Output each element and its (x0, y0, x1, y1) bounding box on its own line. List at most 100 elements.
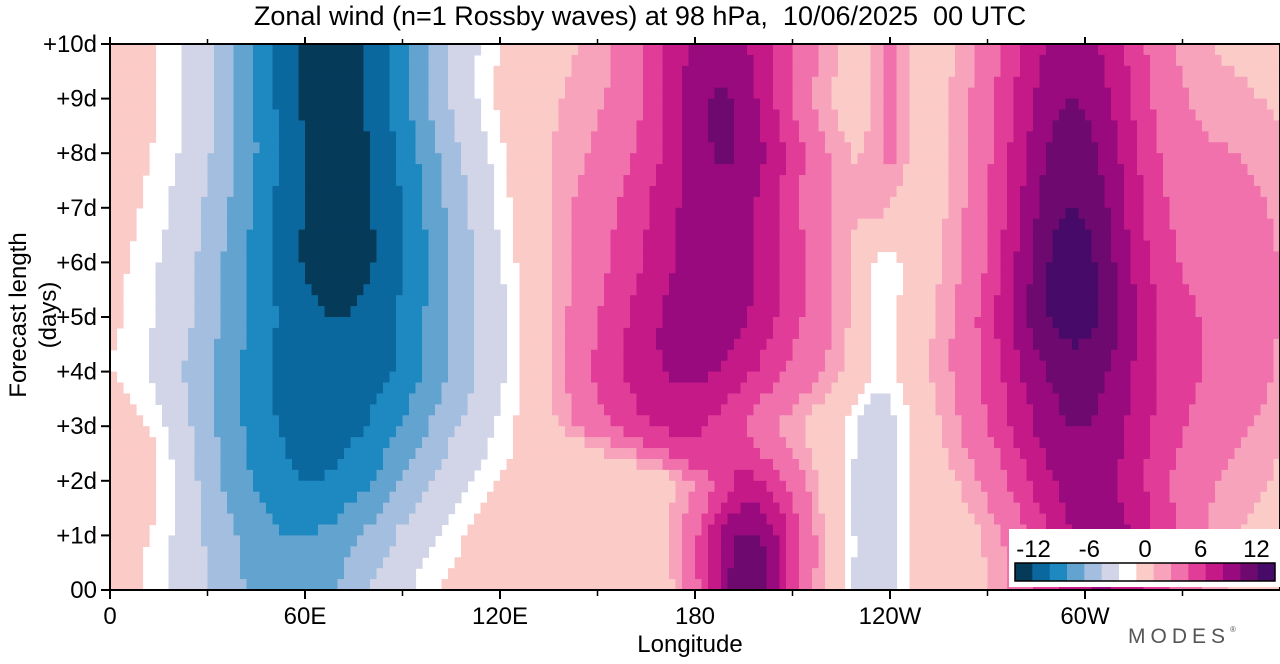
field-cell (539, 240, 547, 253)
field-cell (344, 262, 352, 274)
field-cell (734, 240, 742, 253)
field-cell (1156, 175, 1164, 187)
field-cell (1215, 317, 1223, 329)
field-cell (1208, 98, 1216, 111)
field-cell (877, 240, 885, 253)
field-cell (578, 54, 586, 67)
field-cell (448, 175, 456, 187)
field-cell (194, 98, 202, 111)
field-cell (1104, 218, 1112, 231)
field-cell (409, 98, 417, 111)
field-cell (383, 229, 391, 242)
field-cell (714, 251, 722, 263)
field-cell (961, 109, 969, 122)
field-cell (519, 338, 527, 351)
field-cell (701, 229, 709, 242)
field-cell (1026, 262, 1034, 274)
field-cell (929, 142, 937, 154)
field-cell (1000, 109, 1008, 122)
field-cell (454, 317, 462, 329)
field-cell (818, 98, 826, 111)
field-cell (181, 327, 189, 340)
field-cell (467, 44, 475, 56)
field-cell (610, 262, 618, 274)
field-cell (1228, 262, 1236, 274)
field-cell (337, 120, 345, 132)
field-cell (1098, 349, 1106, 362)
field-cell (844, 65, 852, 78)
field-cell (675, 284, 683, 296)
field-cell (1104, 338, 1112, 351)
field-cell (968, 295, 976, 307)
field-cell (454, 262, 462, 274)
field-cell (428, 131, 436, 143)
field-cell (240, 196, 248, 209)
field-cell (506, 65, 514, 78)
field-cell (1234, 87, 1242, 100)
field-cell (370, 349, 378, 362)
field-cell (929, 218, 937, 231)
field-cell (1156, 185, 1164, 198)
field-cell (1072, 65, 1080, 78)
field-cell (285, 295, 293, 307)
field-cell (363, 98, 371, 111)
field-cell (188, 120, 196, 132)
field-cell (1039, 109, 1047, 122)
field-cell (279, 251, 287, 263)
field-cell (786, 306, 794, 318)
field-cell (1098, 240, 1106, 253)
field-cell (942, 65, 950, 78)
field-cell (188, 218, 196, 231)
field-cell (298, 120, 306, 132)
field-cell (643, 164, 651, 176)
field-cell (942, 175, 950, 187)
field-cell (1137, 317, 1145, 329)
field-cell (649, 153, 657, 165)
field-cell (1130, 240, 1138, 253)
field-cell (669, 251, 677, 263)
field-cell (552, 120, 560, 132)
field-cell (220, 142, 228, 154)
field-cell (311, 44, 319, 56)
field-cell (909, 295, 917, 307)
field-cell (721, 153, 729, 165)
field-cell (402, 65, 410, 78)
field-cell (877, 185, 885, 198)
field-cell (779, 338, 787, 351)
field-cell (1195, 98, 1203, 111)
field-cell (922, 229, 930, 242)
field-cell (961, 327, 969, 340)
field-cell (1176, 251, 1184, 263)
field-cell (565, 207, 573, 220)
field-cell (1156, 142, 1164, 154)
field-cell (571, 142, 579, 154)
field-cell (695, 65, 703, 78)
field-cell (740, 76, 748, 89)
field-cell (773, 196, 781, 209)
field-cell (526, 295, 534, 307)
field-cell (1182, 229, 1190, 242)
field-cell (448, 284, 456, 296)
field-cell (493, 349, 501, 362)
field-cell (961, 306, 969, 318)
field-cell (435, 164, 443, 176)
field-cell (467, 338, 475, 351)
field-cell (428, 327, 436, 340)
field-cell (1176, 229, 1184, 242)
field-cell (760, 196, 768, 209)
field-cell (1065, 317, 1073, 329)
field-cell (292, 229, 300, 242)
field-cell (688, 142, 696, 154)
field-cell (285, 327, 293, 340)
field-cell (721, 76, 729, 89)
field-cell (740, 109, 748, 122)
field-cell (1143, 175, 1151, 187)
field-cell (233, 306, 241, 318)
field-cell (708, 317, 716, 329)
field-cell (922, 164, 930, 176)
field-cell (552, 76, 560, 89)
field-cell (441, 218, 449, 231)
field-cell (929, 185, 937, 198)
field-cell (1091, 109, 1099, 122)
field-cell (643, 76, 651, 89)
